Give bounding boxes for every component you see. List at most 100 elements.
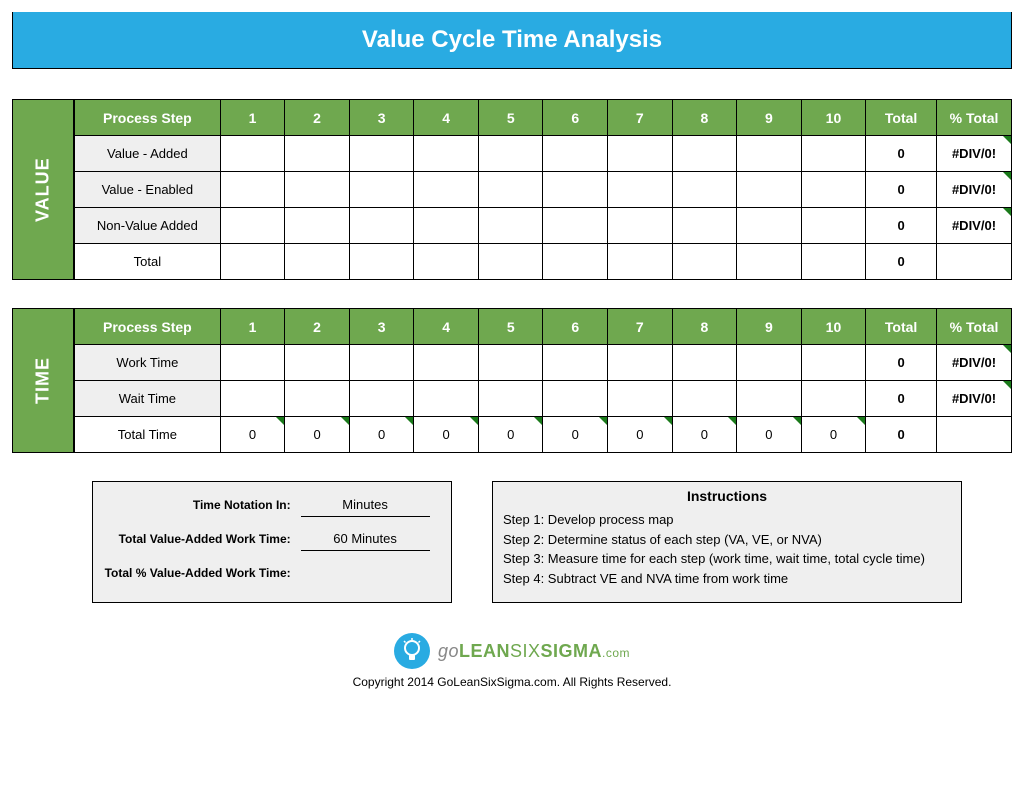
data-cell[interactable] bbox=[801, 208, 866, 244]
summary-line: Time Notation In:Minutes bbox=[93, 488, 451, 522]
data-cell[interactable]: 0 bbox=[672, 417, 737, 453]
col-step: 1 bbox=[220, 309, 285, 345]
time-header-row: Process Step 1 2 3 4 5 6 7 8 9 10 Total … bbox=[75, 309, 1012, 345]
data-cell[interactable] bbox=[608, 208, 673, 244]
row-label: Value - Enabled bbox=[75, 172, 221, 208]
data-cell[interactable] bbox=[543, 208, 608, 244]
data-cell[interactable] bbox=[285, 345, 350, 381]
summary-label: Total % Value-Added Work Time: bbox=[93, 566, 301, 580]
col-step: 7 bbox=[608, 309, 673, 345]
data-cell[interactable] bbox=[801, 172, 866, 208]
total-cell: 0 bbox=[866, 345, 937, 381]
data-cell[interactable] bbox=[414, 345, 479, 381]
table-row: Work Time0#DIV/0! bbox=[75, 345, 1012, 381]
data-cell[interactable] bbox=[608, 381, 673, 417]
summary-box: Time Notation In:MinutesTotal Value-Adde… bbox=[92, 481, 452, 603]
data-cell[interactable] bbox=[220, 172, 285, 208]
data-cell[interactable] bbox=[737, 172, 802, 208]
data-cell[interactable]: 0 bbox=[801, 417, 866, 453]
data-cell[interactable] bbox=[349, 381, 414, 417]
data-cell[interactable] bbox=[285, 244, 350, 280]
data-cell[interactable] bbox=[672, 136, 737, 172]
col-step: 2 bbox=[285, 309, 350, 345]
data-cell[interactable]: 0 bbox=[543, 417, 608, 453]
data-cell[interactable]: 0 bbox=[608, 417, 673, 453]
data-cell[interactable] bbox=[220, 208, 285, 244]
col-step: 5 bbox=[478, 100, 543, 136]
data-cell[interactable] bbox=[801, 244, 866, 280]
data-cell[interactable] bbox=[737, 136, 802, 172]
data-cell[interactable] bbox=[478, 172, 543, 208]
data-cell[interactable]: 0 bbox=[349, 417, 414, 453]
pct-cell: #DIV/0! bbox=[937, 381, 1012, 417]
instructions-box: Instructions Step 1: Develop process map… bbox=[492, 481, 962, 603]
data-cell[interactable] bbox=[737, 244, 802, 280]
data-cell[interactable] bbox=[220, 345, 285, 381]
data-cell[interactable] bbox=[608, 172, 673, 208]
time-table: Process Step 1 2 3 4 5 6 7 8 9 10 Total … bbox=[74, 308, 1012, 453]
row-label: Wait Time bbox=[75, 381, 221, 417]
data-cell[interactable] bbox=[285, 208, 350, 244]
data-cell[interactable] bbox=[737, 208, 802, 244]
data-cell[interactable]: 0 bbox=[737, 417, 802, 453]
data-cell[interactable] bbox=[414, 244, 479, 280]
logo-lean: LEAN bbox=[459, 641, 510, 661]
data-cell[interactable] bbox=[220, 381, 285, 417]
data-cell[interactable] bbox=[220, 136, 285, 172]
data-cell[interactable] bbox=[220, 244, 285, 280]
row-label: Value - Added bbox=[75, 136, 221, 172]
data-cell[interactable] bbox=[478, 381, 543, 417]
data-cell[interactable] bbox=[285, 136, 350, 172]
data-cell[interactable] bbox=[672, 381, 737, 417]
data-cell[interactable] bbox=[672, 172, 737, 208]
col-step: 10 bbox=[801, 100, 866, 136]
instruction-step: Step 3: Measure time for each step (work… bbox=[503, 549, 951, 569]
data-cell[interactable] bbox=[543, 172, 608, 208]
data-cell[interactable] bbox=[608, 244, 673, 280]
data-cell[interactable] bbox=[737, 381, 802, 417]
data-cell[interactable]: 0 bbox=[478, 417, 543, 453]
data-cell[interactable] bbox=[285, 172, 350, 208]
data-cell[interactable] bbox=[543, 244, 608, 280]
data-cell[interactable] bbox=[478, 208, 543, 244]
data-cell[interactable] bbox=[543, 136, 608, 172]
data-cell[interactable] bbox=[349, 172, 414, 208]
data-cell[interactable]: 0 bbox=[220, 417, 285, 453]
col-step: 8 bbox=[672, 100, 737, 136]
logo-sigma: SIGMA bbox=[541, 641, 603, 661]
data-cell[interactable] bbox=[608, 136, 673, 172]
time-side-label: TIME bbox=[12, 308, 74, 453]
data-cell[interactable] bbox=[801, 345, 866, 381]
data-cell[interactable] bbox=[414, 172, 479, 208]
data-cell[interactable] bbox=[349, 345, 414, 381]
data-cell[interactable] bbox=[478, 244, 543, 280]
data-cell[interactable] bbox=[672, 345, 737, 381]
data-cell[interactable] bbox=[478, 345, 543, 381]
data-cell[interactable]: 0 bbox=[285, 417, 350, 453]
col-step: 10 bbox=[801, 309, 866, 345]
col-process-step: Process Step bbox=[75, 309, 221, 345]
data-cell[interactable] bbox=[801, 136, 866, 172]
data-cell[interactable]: 0 bbox=[414, 417, 479, 453]
table-row: Value - Enabled0#DIV/0! bbox=[75, 172, 1012, 208]
data-cell[interactable] bbox=[672, 208, 737, 244]
data-cell[interactable] bbox=[414, 381, 479, 417]
data-cell[interactable] bbox=[349, 136, 414, 172]
data-cell[interactable] bbox=[349, 244, 414, 280]
data-cell[interactable] bbox=[608, 345, 673, 381]
instructions-title: Instructions bbox=[503, 488, 951, 504]
total-cell: 0 bbox=[866, 136, 937, 172]
data-cell[interactable] bbox=[285, 381, 350, 417]
data-cell[interactable] bbox=[414, 208, 479, 244]
data-cell[interactable] bbox=[801, 381, 866, 417]
data-cell[interactable] bbox=[543, 381, 608, 417]
data-cell[interactable] bbox=[672, 244, 737, 280]
data-cell[interactable] bbox=[478, 136, 543, 172]
table-row: Value - Added0#DIV/0! bbox=[75, 136, 1012, 172]
data-cell[interactable] bbox=[414, 136, 479, 172]
data-cell[interactable] bbox=[349, 208, 414, 244]
data-cell[interactable] bbox=[737, 345, 802, 381]
pct-cell: #DIV/0! bbox=[937, 345, 1012, 381]
table-row: Non-Value Added0#DIV/0! bbox=[75, 208, 1012, 244]
data-cell[interactable] bbox=[543, 345, 608, 381]
